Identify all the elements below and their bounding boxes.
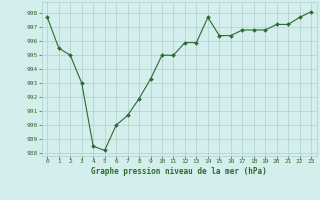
X-axis label: Graphe pression niveau de la mer (hPa): Graphe pression niveau de la mer (hPa) [91, 167, 267, 176]
